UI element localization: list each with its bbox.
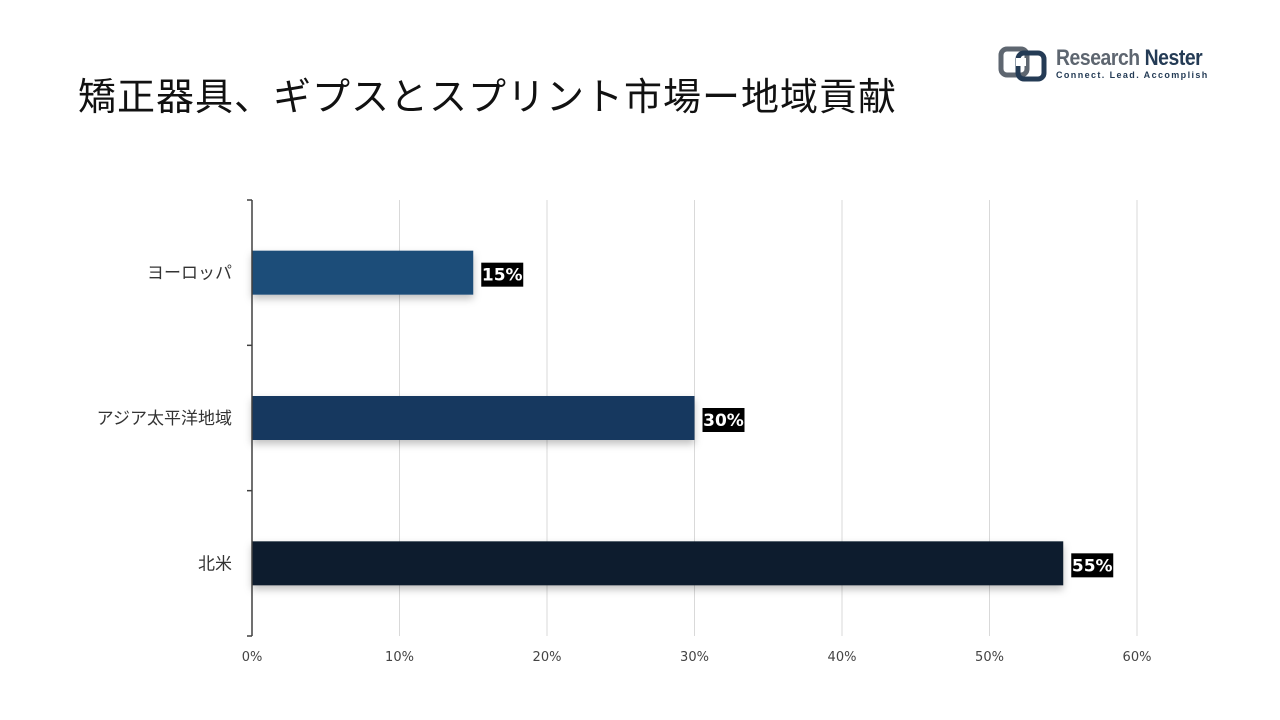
x-tick-label: 10% [385, 650, 414, 665]
data-label: 55% [1072, 556, 1113, 576]
x-tick-label: 30% [680, 650, 709, 665]
data-label: 15% [482, 266, 523, 286]
bars [252, 250, 1064, 586]
data-label-bg [481, 262, 524, 287]
x-tick-label: 0% [242, 650, 263, 665]
category-label: ヨーロッパ [147, 264, 232, 284]
labels: 0% 10% 20% 30% 40% 50% 60% ヨーロッパ 15% アジア太平洋地域 30% 北… [97, 262, 1152, 665]
logo-name: Research Nester [1056, 44, 1203, 70]
bar [252, 541, 1064, 586]
logo-tagline: Connect. Lead. Accomplish [1056, 69, 1209, 80]
bar [252, 250, 474, 295]
x-tick-label: 40% [828, 650, 857, 665]
x-tick-label: 20% [533, 650, 562, 665]
research-nester-logo: Research Nester Connect. Lead. Accomplis… [998, 44, 1222, 82]
axes [247, 199, 253, 637]
logo-name-research: Research [1056, 44, 1140, 70]
x-tick-label: 60% [1123, 650, 1152, 665]
page-title: 矯正器具、ギプスとスプリント市場ー地域貢献 [78, 75, 898, 119]
data-label-bg [1071, 553, 1114, 578]
data-label-bg [702, 408, 745, 432]
bar [252, 396, 695, 440]
data-label: 30% [703, 411, 744, 431]
logo-mark-icon [998, 46, 1047, 82]
logo-name-nester: Nester [1144, 44, 1203, 70]
x-tick-label: 50% [975, 650, 1004, 665]
category-label: 北米 [198, 554, 232, 574]
category-label: アジア太平洋地域 [97, 409, 232, 429]
